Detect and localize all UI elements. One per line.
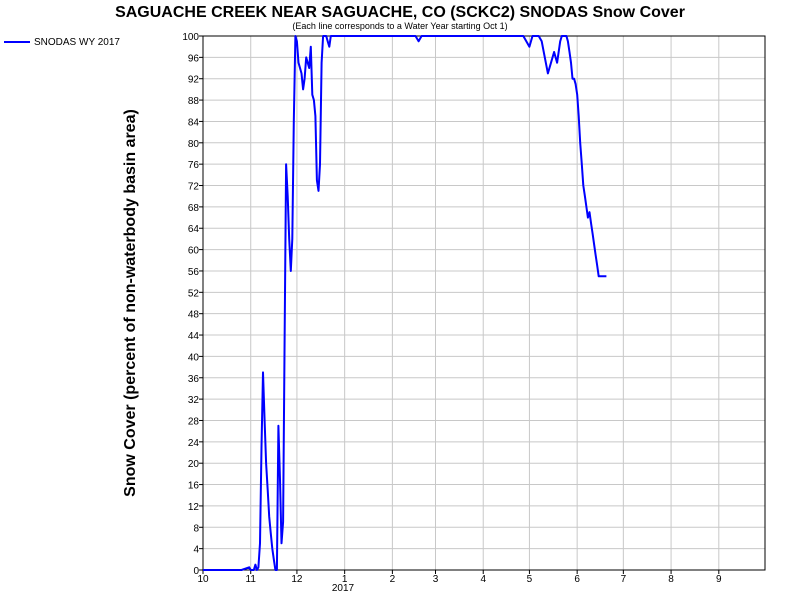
y-tick-label: 24 [188, 438, 200, 449]
y-tick-label: 48 [188, 310, 200, 321]
x-tick-label: 11 [246, 574, 257, 585]
y-tick-label: 80 [188, 139, 200, 150]
y-tick-label: 44 [188, 331, 200, 342]
chart-subtitle: (Each line corresponds to a Water Year s… [292, 21, 507, 31]
y-tick-label: 84 [188, 117, 200, 128]
x-tick-label: 12 [291, 574, 303, 585]
x-tick-label: 5 [527, 574, 533, 585]
x-tick-label: 8 [668, 574, 674, 585]
y-tick-label: 8 [193, 523, 199, 534]
y-tick-label: 28 [188, 416, 200, 427]
x-tick-label: 1 [342, 574, 348, 585]
y-tick-label: 96 [188, 53, 200, 64]
y-tick-label: 68 [188, 203, 200, 214]
legend-label: SNODAS WY 2017 [34, 37, 120, 48]
y-tick-label: 0 [193, 566, 199, 577]
y-tick-label: 4 [193, 545, 199, 556]
y-tick-label: 100 [182, 32, 199, 43]
chart-title: SAGUACHE CREEK NEAR SAGUACHE, CO (SCKC2)… [115, 4, 685, 21]
x-tick-label: 9 [716, 574, 722, 585]
x-tick-label: 2 [390, 574, 396, 585]
y-tick-label: 20 [188, 459, 200, 470]
y-axis-label: Snow Cover (percent of non-waterbody bas… [122, 109, 139, 497]
y-tick-label: 60 [188, 246, 200, 257]
y-tick-label: 32 [188, 395, 200, 406]
x-tick-label: 7 [621, 574, 627, 585]
x-axis-ticks: 10 11 12 1 2 3 4 5 6 7 8 9 [197, 570, 722, 585]
y-tick-label: 92 [188, 75, 200, 86]
y-tick-label: 40 [188, 352, 200, 363]
y-tick-label: 56 [188, 267, 200, 278]
y-tick-label: 72 [188, 182, 200, 193]
x-year-label: 2017 [332, 583, 355, 594]
x-tick-label: 10 [197, 574, 209, 585]
y-axis-ticks: 0481216202428323640444852566064687276808… [182, 32, 203, 577]
series-line-0 [203, 35, 607, 571]
grid-lines [203, 35, 765, 571]
y-tick-label: 16 [188, 481, 200, 492]
x-tick-label: 3 [433, 574, 439, 585]
y-tick-label: 76 [188, 160, 200, 171]
series-lines [203, 35, 607, 571]
y-tick-label: 88 [188, 96, 200, 107]
y-tick-label: 64 [188, 224, 200, 235]
y-tick-label: 12 [188, 502, 200, 513]
x-tick-label: 6 [574, 574, 580, 585]
y-tick-label: 52 [188, 288, 200, 299]
legend: SNODAS WY 2017 [4, 37, 120, 48]
x-tick-label: 4 [480, 574, 486, 585]
y-tick-label: 36 [188, 374, 200, 385]
plot-frame [202, 35, 766, 571]
